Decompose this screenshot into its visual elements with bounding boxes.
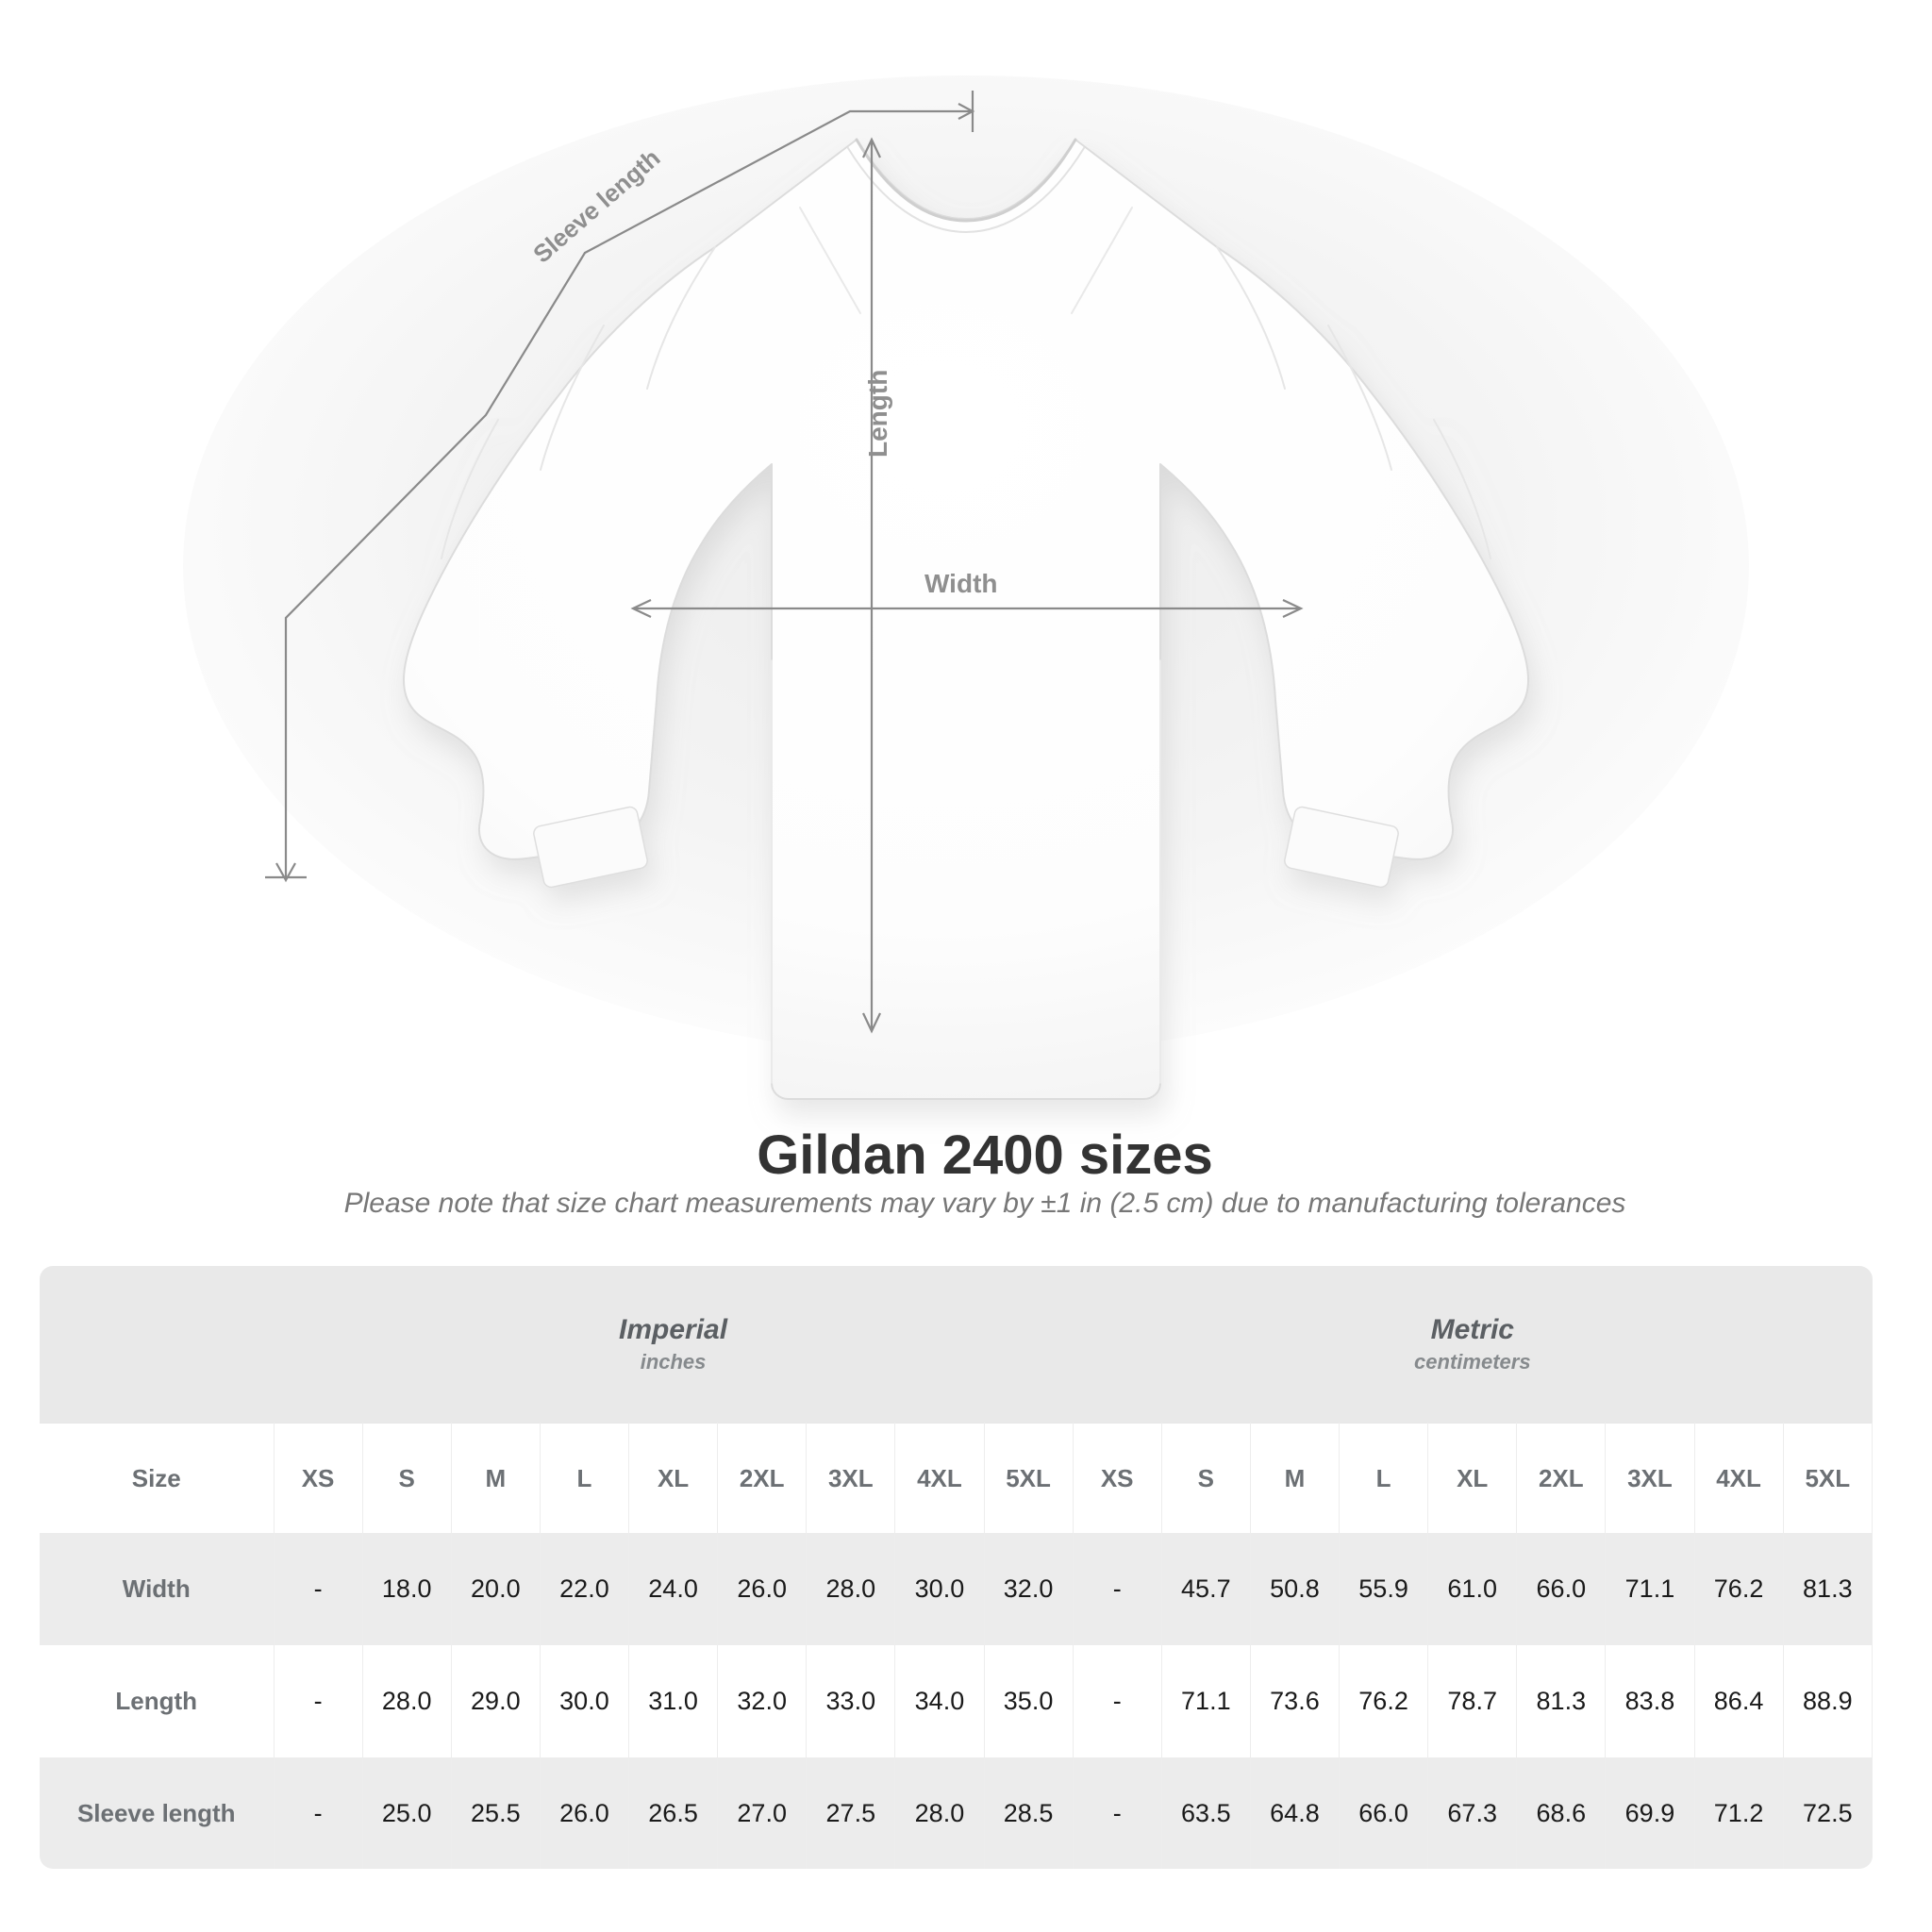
- svg-text:Width: Width: [924, 569, 998, 598]
- svg-text:Length: Length: [863, 370, 892, 458]
